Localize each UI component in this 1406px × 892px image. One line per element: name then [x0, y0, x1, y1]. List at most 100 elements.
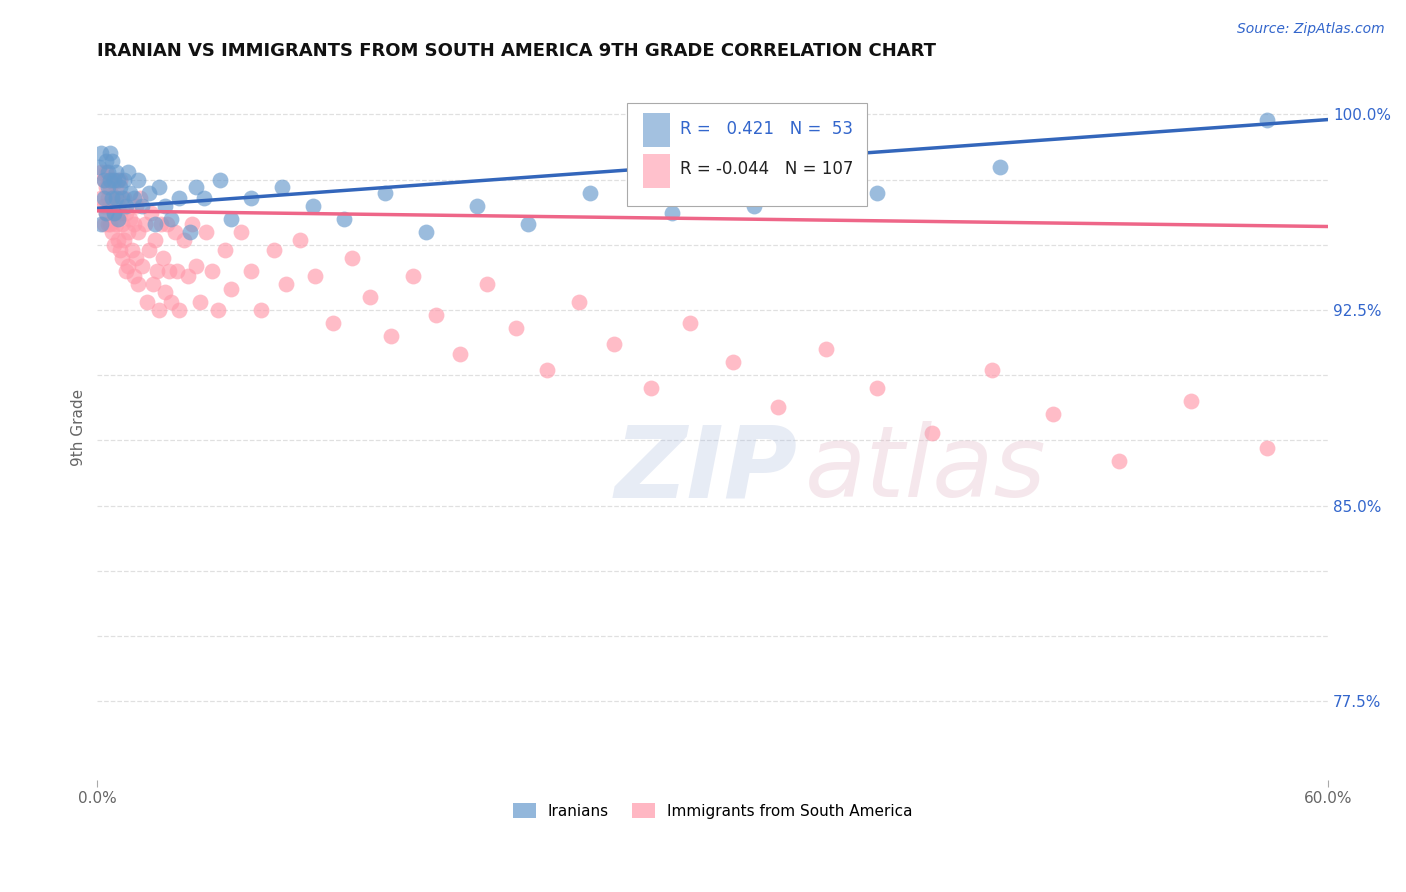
- Point: [112, 191, 135, 205]
- Point: [415, 225, 437, 239]
- Point: [93, 191, 115, 205]
- Point: [108, 180, 131, 194]
- Point: [138, 186, 160, 200]
- Point: [505, 321, 527, 335]
- Point: [103, 206, 125, 220]
- Point: [108, 206, 131, 220]
- Text: IRANIAN VS IMMIGRANTS FROM SOUTH AMERICA 9TH GRADE CORRELATION CHART: IRANIAN VS IMMIGRANTS FROM SOUTH AMERICA…: [97, 42, 936, 60]
- Point: [359, 290, 381, 304]
- Point: [90, 146, 112, 161]
- Point: [866, 186, 889, 200]
- Point: [160, 211, 183, 226]
- Point: [165, 225, 187, 239]
- Point: [148, 303, 170, 318]
- Text: R = -0.044   N = 107: R = -0.044 N = 107: [679, 160, 853, 178]
- Point: [219, 211, 242, 226]
- Point: [104, 180, 127, 194]
- Point: [112, 172, 135, 186]
- Point: [97, 172, 120, 186]
- Point: [124, 191, 146, 205]
- Point: [207, 303, 229, 318]
- Point: [94, 206, 117, 220]
- Point: [112, 233, 135, 247]
- Point: [94, 154, 117, 169]
- Point: [180, 217, 202, 231]
- Point: [184, 180, 207, 194]
- Point: [121, 243, 143, 257]
- Point: [100, 225, 122, 239]
- Point: [100, 191, 122, 205]
- FancyBboxPatch shape: [643, 113, 669, 147]
- Point: [100, 191, 122, 205]
- Point: [94, 180, 117, 194]
- Point: [90, 165, 112, 179]
- Point: [425, 308, 447, 322]
- Point: [179, 225, 201, 239]
- Point: [568, 295, 591, 310]
- Point: [111, 251, 134, 265]
- Point: [214, 243, 236, 257]
- Point: [108, 172, 131, 186]
- Text: ZIP: ZIP: [614, 421, 797, 518]
- Point: [380, 329, 402, 343]
- Point: [143, 217, 166, 231]
- Point: [1337, 488, 1360, 502]
- Point: [156, 217, 179, 231]
- Point: [127, 172, 149, 186]
- Point: [169, 191, 191, 205]
- Point: [640, 381, 662, 395]
- Point: [135, 295, 157, 310]
- Point: [1256, 442, 1278, 456]
- Point: [125, 251, 148, 265]
- Point: [768, 400, 790, 414]
- Point: [290, 233, 312, 247]
- Point: [271, 180, 294, 194]
- Point: [332, 211, 354, 226]
- Point: [148, 180, 170, 194]
- Point: [1108, 454, 1130, 468]
- Point: [465, 199, 488, 213]
- Point: [98, 180, 121, 194]
- Point: [988, 160, 1011, 174]
- Point: [921, 425, 943, 440]
- Point: [104, 191, 127, 205]
- Point: [193, 191, 215, 205]
- Point: [97, 180, 120, 194]
- Point: [263, 243, 285, 257]
- Point: [98, 146, 121, 161]
- Point: [195, 225, 218, 239]
- FancyBboxPatch shape: [643, 154, 669, 188]
- Point: [157, 264, 180, 278]
- Point: [107, 172, 129, 186]
- Point: [146, 264, 169, 278]
- Text: atlas: atlas: [806, 421, 1046, 518]
- Point: [301, 199, 323, 213]
- Point: [120, 186, 142, 200]
- Point: [127, 225, 149, 239]
- Point: [97, 217, 120, 231]
- Point: [98, 199, 121, 213]
- Point: [93, 172, 115, 186]
- Point: [219, 282, 242, 296]
- Point: [108, 243, 131, 257]
- Point: [153, 285, 176, 299]
- Point: [603, 337, 626, 351]
- FancyBboxPatch shape: [627, 103, 866, 205]
- Point: [98, 172, 121, 186]
- Point: [322, 316, 344, 330]
- Point: [94, 165, 117, 179]
- Point: [153, 199, 176, 213]
- Point: [100, 154, 122, 169]
- Text: R =   0.421   N =  53: R = 0.421 N = 53: [679, 120, 852, 137]
- Point: [184, 259, 207, 273]
- Point: [93, 172, 115, 186]
- Point: [115, 264, 138, 278]
- Point: [866, 381, 889, 395]
- Point: [1256, 112, 1278, 127]
- Point: [475, 277, 498, 291]
- Point: [103, 206, 125, 220]
- Point: [304, 269, 326, 284]
- Point: [107, 233, 129, 247]
- Point: [103, 237, 125, 252]
- Point: [89, 160, 111, 174]
